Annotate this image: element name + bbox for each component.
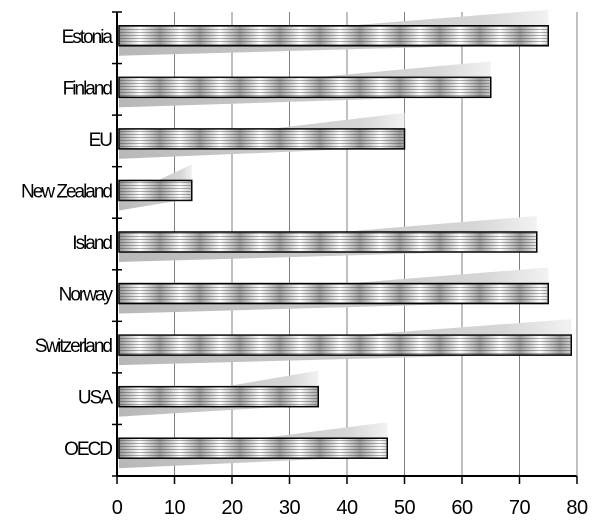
labels: Estonia Finland EU New Zealand Island Norway S… bbox=[21, 27, 588, 519]
x-tick-label-40: 40 bbox=[336, 497, 358, 519]
x-tick-label-50: 50 bbox=[394, 497, 416, 519]
bar-texture-2 bbox=[119, 128, 405, 149]
category-label-2: EU bbox=[89, 130, 113, 151]
category-label-7: USA bbox=[78, 388, 113, 409]
x-tick-label-0: 0 bbox=[112, 497, 123, 519]
category-label-6: Switzerland bbox=[35, 336, 113, 357]
bar-texture-6 bbox=[119, 335, 572, 356]
category-label-0: Estonia bbox=[62, 27, 114, 48]
category-label-4: Island bbox=[72, 233, 112, 254]
bar-texture-3 bbox=[119, 180, 192, 201]
bar-texture-5 bbox=[119, 283, 549, 304]
bar-texture-7 bbox=[119, 386, 319, 407]
x-tick-label-10: 10 bbox=[164, 497, 186, 519]
category-label-1: Finland bbox=[63, 78, 113, 99]
x-tick-label-80: 80 bbox=[566, 497, 588, 519]
bar-texture-0 bbox=[119, 25, 549, 46]
bar-texture-4 bbox=[119, 232, 537, 252]
category-label-8: OECD bbox=[64, 439, 112, 460]
bars bbox=[118, 9, 572, 469]
x-tick-label-60: 60 bbox=[451, 497, 473, 519]
x-tick-label-70: 70 bbox=[509, 497, 531, 519]
bar-texture-1 bbox=[119, 77, 491, 98]
x-tick-label-20: 20 bbox=[221, 497, 243, 519]
category-label-3: New Zealand bbox=[21, 181, 112, 202]
bar-texture-8 bbox=[119, 438, 388, 459]
category-label-5: Norway bbox=[59, 285, 114, 306]
axes bbox=[112, 11, 578, 484]
x-tick-label-30: 30 bbox=[279, 497, 301, 519]
